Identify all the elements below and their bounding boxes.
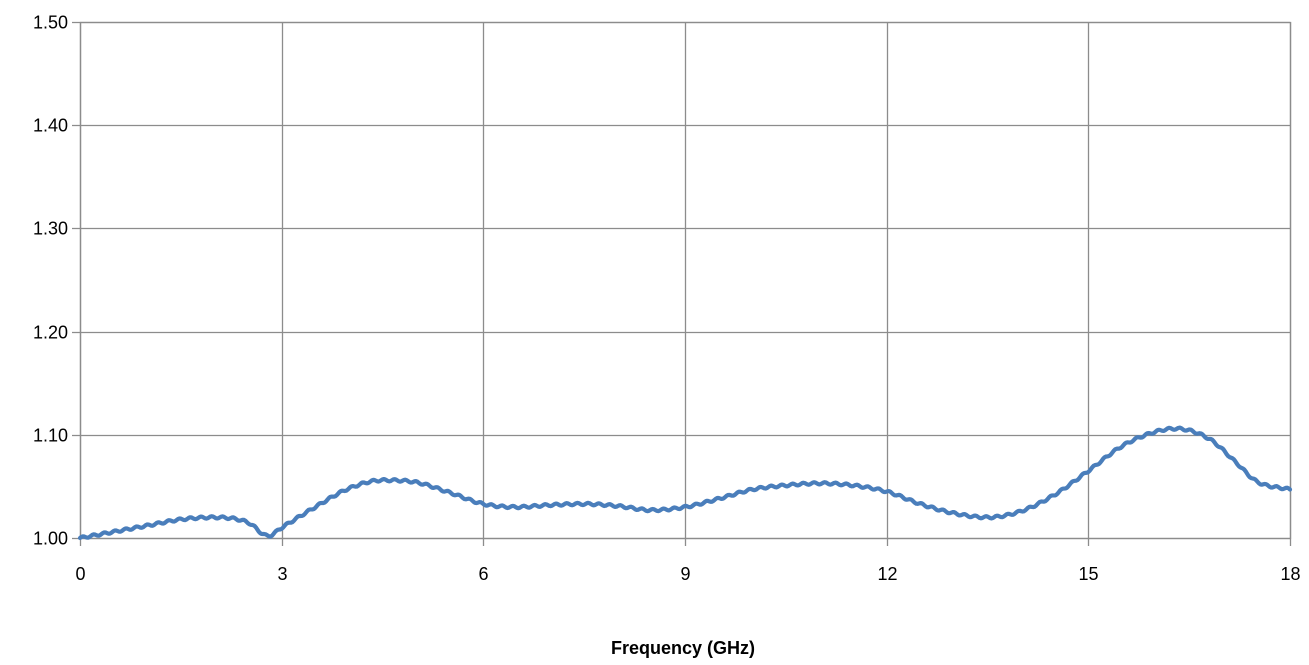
y-tick-label: 1.20 bbox=[33, 323, 68, 343]
y-tick-label: 1.10 bbox=[33, 426, 68, 446]
plot-border bbox=[79, 21, 1292, 540]
y-tick-labels: 1.00 1.10 1.20 1.30 1.40 1.50 bbox=[33, 13, 68, 549]
x-tick-label: 9 bbox=[680, 564, 690, 584]
grid bbox=[72, 21, 1292, 546]
x-tick-label: 3 bbox=[277, 564, 287, 584]
y-tick-label: 1.30 bbox=[33, 219, 68, 239]
series-layer bbox=[77, 425, 1293, 541]
x-tick-labels: 0 3 6 9 12 15 18 bbox=[75, 564, 1300, 584]
x-tick-label: 18 bbox=[1280, 564, 1300, 584]
x-tick-label: 6 bbox=[478, 564, 488, 584]
plot-frame bbox=[79, 21, 1292, 540]
x-tick-label: 12 bbox=[877, 564, 897, 584]
y-tick-label: 1.00 bbox=[33, 529, 68, 549]
x-tick-label: 0 bbox=[75, 564, 85, 584]
series-line bbox=[77, 425, 1293, 541]
y-tick-label: 1.50 bbox=[33, 13, 68, 33]
y-tick-label: 1.40 bbox=[33, 116, 68, 136]
x-axis-title: Frequency (GHz) bbox=[611, 638, 755, 658]
x-tick-label: 15 bbox=[1078, 564, 1098, 584]
